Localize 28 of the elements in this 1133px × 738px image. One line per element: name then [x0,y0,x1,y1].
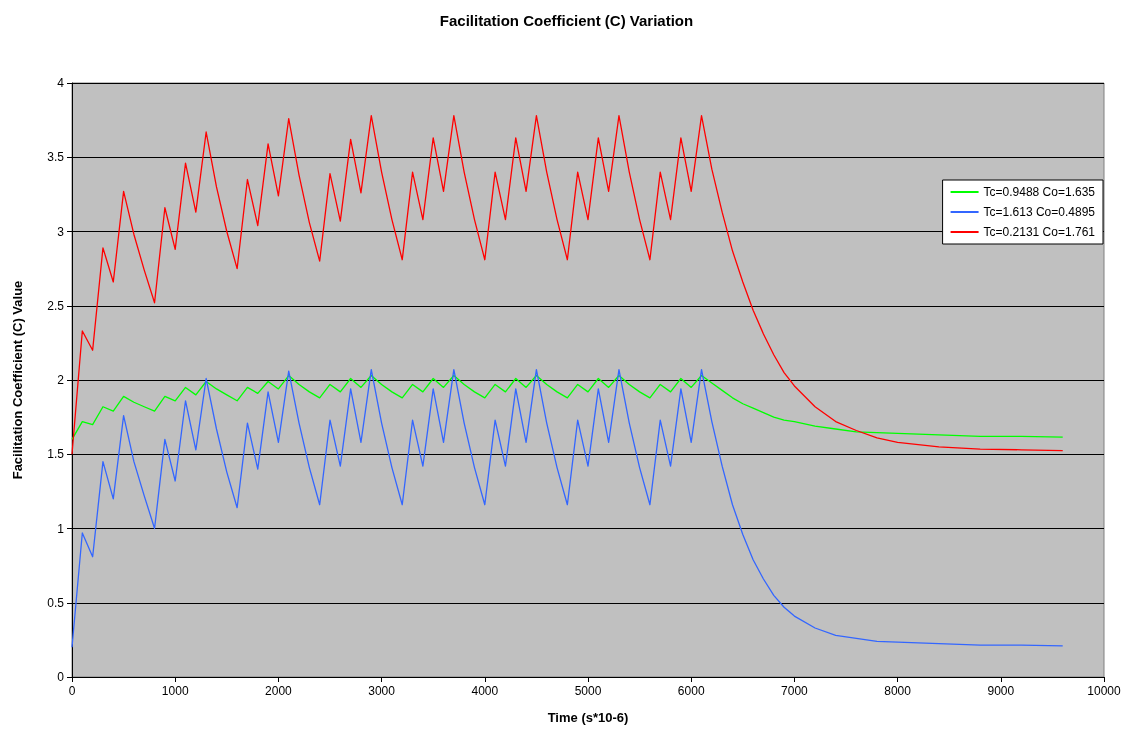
x-axis-title: Time (s*10-6) [547,710,629,725]
x-tick-label: 9000 [987,684,1015,698]
y-tick-label: 0.5 [47,595,65,610]
legend-label: Tc=0.2131 Co=1.761 [983,225,1096,239]
y-tick-label: 4 [57,76,65,90]
y-tick-label: 1 [57,521,65,536]
y-axis-title: Facilitation Coefficient (C) Value [10,280,25,480]
y-tick-label: 3.5 [47,150,65,165]
y-tick-label: 0 [57,670,65,684]
x-tick-label: 0 [68,684,76,698]
y-tick-label: 1.5 [47,447,65,462]
x-tick-label: 7000 [781,684,809,698]
y-tick-label: 3 [57,224,65,239]
x-tick-label: 10000 [1087,684,1122,698]
line-series [71,374,1064,441]
y-tick-label: 2 [57,373,65,387]
x-tick-label: 5000 [574,684,602,698]
x-tick-label: 8000 [884,684,912,698]
x-tick-label: 2000 [265,684,293,698]
line-series [71,368,1064,648]
chart-title: Facilitation Coefficient (C) Variation [439,12,694,29]
x-tick-label: 1000 [161,684,189,698]
x-tick-label: 6000 [677,684,705,698]
x-tick-label: 4000 [471,684,499,698]
legend-label: Tc=0.9488 Co=1.635 [983,185,1096,199]
legend-label: Tc=1.613 Co=0.4895 [983,205,1096,219]
y-tick-label: 2.5 [47,298,65,313]
x-tick-label: 3000 [368,684,396,698]
